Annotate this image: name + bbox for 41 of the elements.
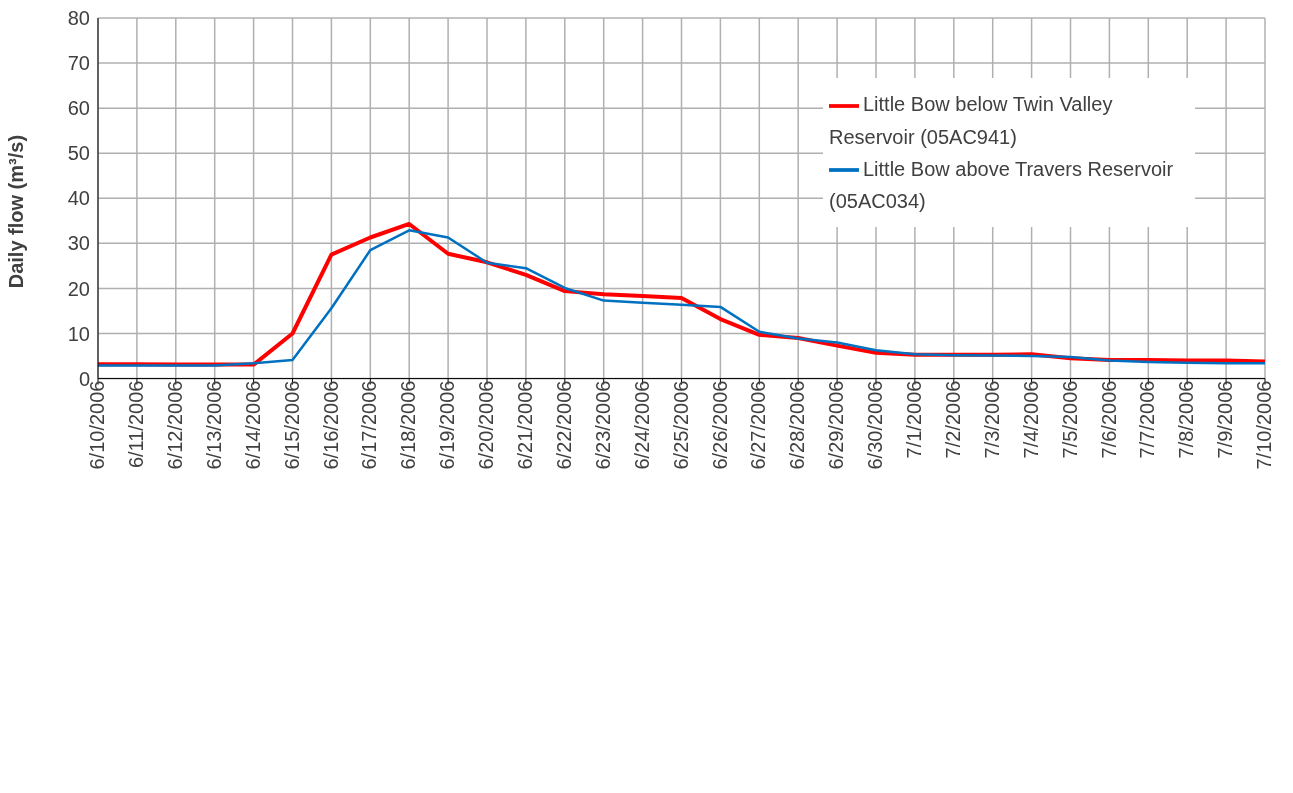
x-tick-label: 6/24/2006 — [630, 380, 653, 470]
x-tick-label: 7/8/2006 — [1175, 380, 1198, 459]
x-tick-label: 6/28/2006 — [786, 380, 809, 470]
x-tick-label: 6/12/2006 — [164, 380, 186, 470]
x-tick-label: 6/19/2006 — [436, 380, 459, 470]
y-tick-label: 40 — [67, 187, 90, 210]
y-tick-label: 50 — [67, 142, 90, 165]
x-tick-label: 6/21/2006 — [514, 380, 537, 470]
y-tick-label: 20 — [67, 277, 90, 300]
x-tick-label: 6/25/2006 — [669, 380, 692, 470]
legend-label: Little Bow above Travers Reservoir (05AC034) — [829, 157, 1174, 213]
x-tick-label: 6/11/2006 — [125, 380, 148, 469]
x-tick-label: 6/16/2006 — [319, 380, 342, 470]
x-tick-label: 7/9/2006 — [1214, 380, 1237, 459]
x-tick-label: 7/1/2006 — [903, 380, 926, 459]
x-tick-label: 6/18/2006 — [397, 380, 420, 470]
legend-label: Little Bow below Twin Valley Reservoir (05AC941) — [829, 93, 1113, 148]
x-tick-label: 6/29/2006 — [825, 380, 848, 470]
x-tick-label: 6/15/2006 — [280, 380, 303, 470]
x-tick-label: 6/27/2006 — [747, 380, 770, 470]
x-tick-label: 6/13/2006 — [202, 380, 225, 470]
y-axis-title: Daily flow (m³/s) — [5, 134, 28, 289]
y-tick-label: 80 — [67, 7, 90, 30]
x-tick-label: 7/4/2006 — [1019, 380, 1042, 459]
x-tick-label: 7/6/2006 — [1097, 380, 1120, 459]
x-tick-label: 6/20/2006 — [475, 380, 498, 470]
x-tick-label: 6/30/2006 — [864, 380, 887, 470]
y-tick-label: 70 — [67, 52, 90, 75]
y-tick-label: 60 — [67, 97, 90, 120]
x-tick-label: 6/26/2006 — [708, 380, 731, 470]
y-tick-label: 30 — [67, 232, 90, 255]
x-tick-label: 6/23/2006 — [591, 380, 614, 470]
x-tick-label: 6/22/2006 — [553, 380, 575, 470]
y-tick-label: 10 — [67, 322, 90, 345]
x-tick-label: 7/7/2006 — [1136, 380, 1159, 459]
x-tick-label: 6/17/2006 — [358, 380, 381, 470]
x-tick-label: 7/3/2006 — [980, 380, 1003, 459]
x-tick-label: 7/10/2006 — [1253, 380, 1276, 470]
x-tick-label: 7/5/2006 — [1058, 380, 1081, 459]
x-tick-label: 7/2/2006 — [942, 380, 964, 459]
x-tick-label: 6/14/2006 — [241, 380, 264, 470]
